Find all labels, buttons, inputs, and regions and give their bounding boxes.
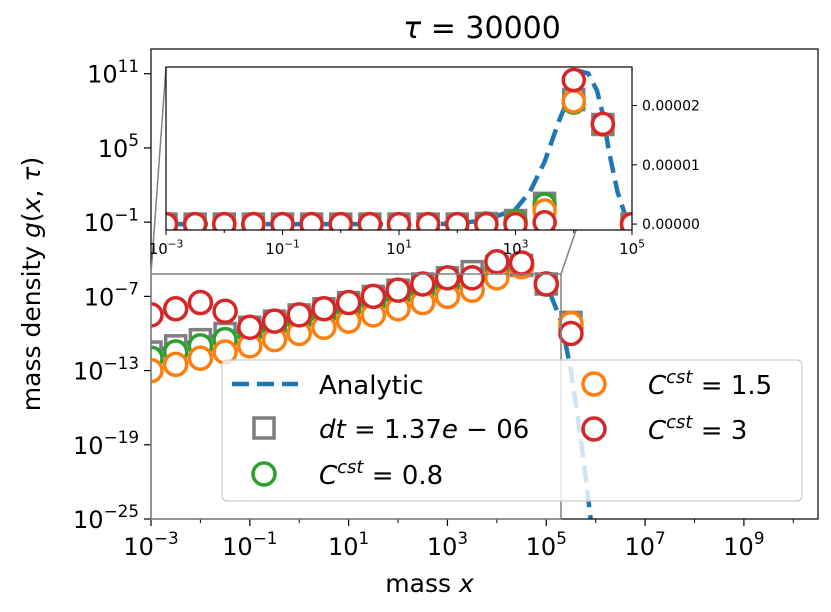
legend-marker-c15: [581, 371, 607, 397]
inset-y-tick-label: 0.00001: [642, 158, 700, 174]
inset-circle-marker-series-3: [503, 211, 528, 230]
inset-x-tick-label: 101: [386, 238, 412, 258]
inset-plot-area: [166, 67, 632, 230]
y-tick-label: 10−13: [73, 353, 139, 386]
inset-circle-marker-series-3: [474, 211, 499, 230]
inset-circle-marker-series-3: [357, 211, 383, 230]
x-tick-label: 107: [624, 528, 665, 561]
circle-marker-series-2: [162, 351, 189, 378]
inset-circle-marker-series-3: [619, 211, 632, 230]
inset-circle-marker-series-3: [182, 211, 208, 230]
circle-marker-series-3: [151, 302, 164, 328]
inset-x-tick-label: 10−1: [265, 238, 300, 258]
legend-label-c15: Ccst = 1.5: [648, 367, 772, 401]
circle-marker-series-3: [434, 265, 461, 291]
inset-circle-marker-series-3: [386, 211, 412, 230]
x-tick-label: 103: [427, 528, 468, 561]
inset-circle-marker-series-3: [532, 210, 557, 230]
y-tick-label: 105: [98, 130, 139, 163]
zoom-connector: [150, 66, 167, 275]
circle-marker-series-2: [151, 357, 164, 384]
inset-circle-marker-series-3: [445, 211, 470, 230]
legend-label-c08: Ccst = 0.8: [319, 457, 443, 491]
circle-marker-series-3: [311, 295, 337, 322]
chart-title: τ = 30000: [403, 11, 561, 46]
circle-marker-series-3: [162, 295, 189, 322]
inset-y-tick-label: 0.00002: [642, 99, 700, 115]
inset-circle-marker-series-3: [241, 211, 266, 230]
circle-marker-series-3: [558, 320, 584, 347]
inset-x-tick-label: 105: [619, 238, 645, 258]
x-tick-label: 10−3: [123, 528, 178, 561]
x-tick-label: 109: [723, 528, 764, 561]
legend-marker-c08: [251, 461, 277, 487]
circle-marker-series-3: [187, 289, 214, 316]
x-tick-label: 105: [526, 528, 567, 561]
inset-circle-marker-series-3: [328, 211, 353, 230]
circle-marker-series-3: [212, 298, 238, 324]
inset-x-tick-label: 10−3: [149, 238, 184, 258]
inset-circle-marker-series-3: [415, 211, 441, 230]
x-axis-label: mass x: [385, 569, 474, 598]
circle-marker-series-3: [261, 308, 288, 334]
inset-circle-marker-series-3: [561, 67, 586, 93]
inset-y-tick-label: 0.00000: [642, 217, 700, 233]
circle-marker-series-3: [533, 271, 560, 297]
circle-marker-series-2: [187, 345, 214, 371]
inset-circle-marker-series-3: [590, 111, 616, 137]
inset-circle-marker-series-2: [561, 89, 586, 114]
circle-marker-series-3: [459, 265, 485, 291]
legend-marker-c3: [581, 416, 607, 442]
y-tick-label: 1011: [87, 56, 139, 89]
circle-marker-series-3: [360, 283, 387, 310]
legend-label-c3: Ccst = 3: [648, 412, 747, 446]
legend-label-analytic: Analytic: [319, 371, 424, 401]
circle-marker-series-3: [286, 302, 312, 328]
inset-x-tick-label: 103: [503, 238, 529, 258]
x-tick-label: 10−1: [222, 528, 277, 561]
y-tick-label: 10−1: [84, 204, 139, 237]
circle-marker-series-3: [335, 289, 362, 316]
circle-marker-series-3: [484, 248, 510, 275]
legend-marker-dt: [252, 416, 276, 440]
inset-circle-marker-series-3: [299, 211, 324, 230]
y-axis-label: mass density g(x, τ): [17, 157, 46, 411]
legend-box: [221, 359, 803, 502]
legend-label-dt: dt = 1.37e − 06: [319, 415, 529, 445]
inset-circle-marker-series-3: [212, 211, 237, 230]
circle-marker-series-3: [237, 314, 263, 341]
x-tick-label: 101: [328, 528, 369, 561]
y-tick-label: 10−7: [84, 279, 139, 312]
y-tick-label: 10−25: [73, 501, 139, 534]
y-tick-label: 10−19: [73, 427, 139, 460]
circle-marker-series-3: [385, 277, 411, 303]
inset-circle-marker-series-3: [166, 211, 179, 230]
inset-circle-marker-series-3: [270, 211, 295, 230]
circle-marker-series-3: [409, 271, 436, 297]
